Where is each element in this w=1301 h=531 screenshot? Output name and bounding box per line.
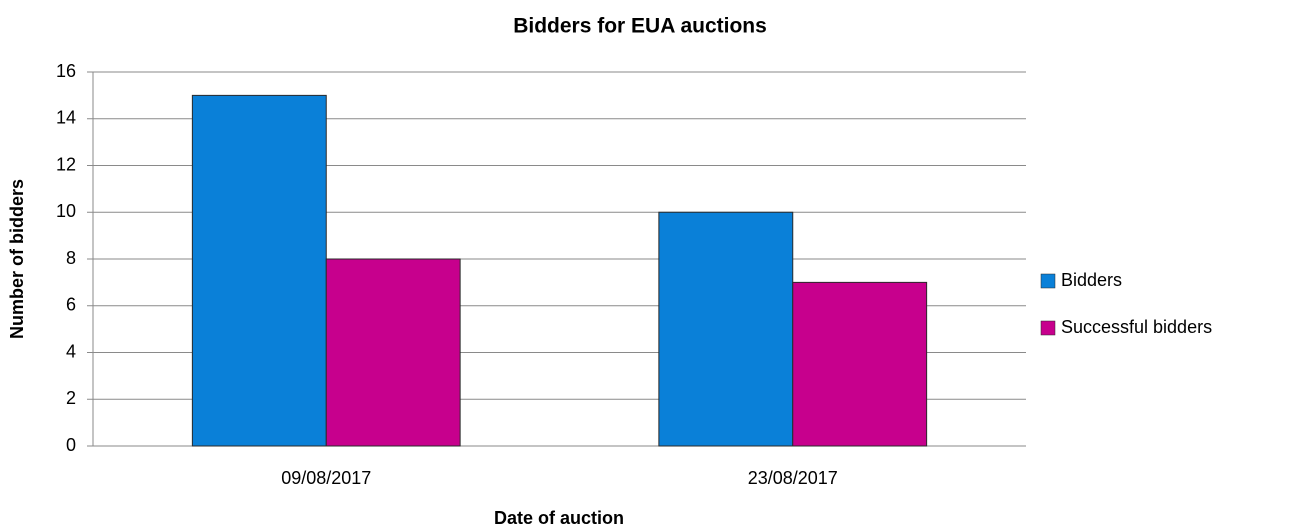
bar: [792, 281, 928, 447]
legend-swatch: [1040, 273, 1056, 289]
chart-title: Bidders for EUA auctions: [513, 15, 767, 38]
y-axis-label: Number of bidders: [7, 179, 27, 339]
legend-label: Successful bidders: [1061, 317, 1212, 337]
legend-swatch: [1040, 320, 1056, 336]
x-tick-label: 09/08/2017: [281, 468, 371, 488]
y-tick-label: 12: [56, 154, 76, 174]
x-tick-label: 23/08/2017: [748, 468, 838, 488]
bar: [658, 211, 794, 447]
y-tick-label: 16: [56, 61, 76, 81]
y-tick-label: 8: [66, 248, 76, 268]
y-tick-label: 14: [56, 108, 76, 128]
y-tick-label: 6: [66, 295, 76, 315]
bar: [325, 258, 461, 447]
y-tick-label: 2: [66, 388, 76, 408]
bar: [191, 94, 327, 447]
legend-label: Bidders: [1061, 270, 1122, 290]
y-tick-label: 10: [56, 201, 76, 221]
y-tick-label: 0: [66, 435, 76, 455]
y-tick-label: 4: [66, 341, 76, 361]
x-axis-label: Date of auction: [494, 508, 624, 528]
